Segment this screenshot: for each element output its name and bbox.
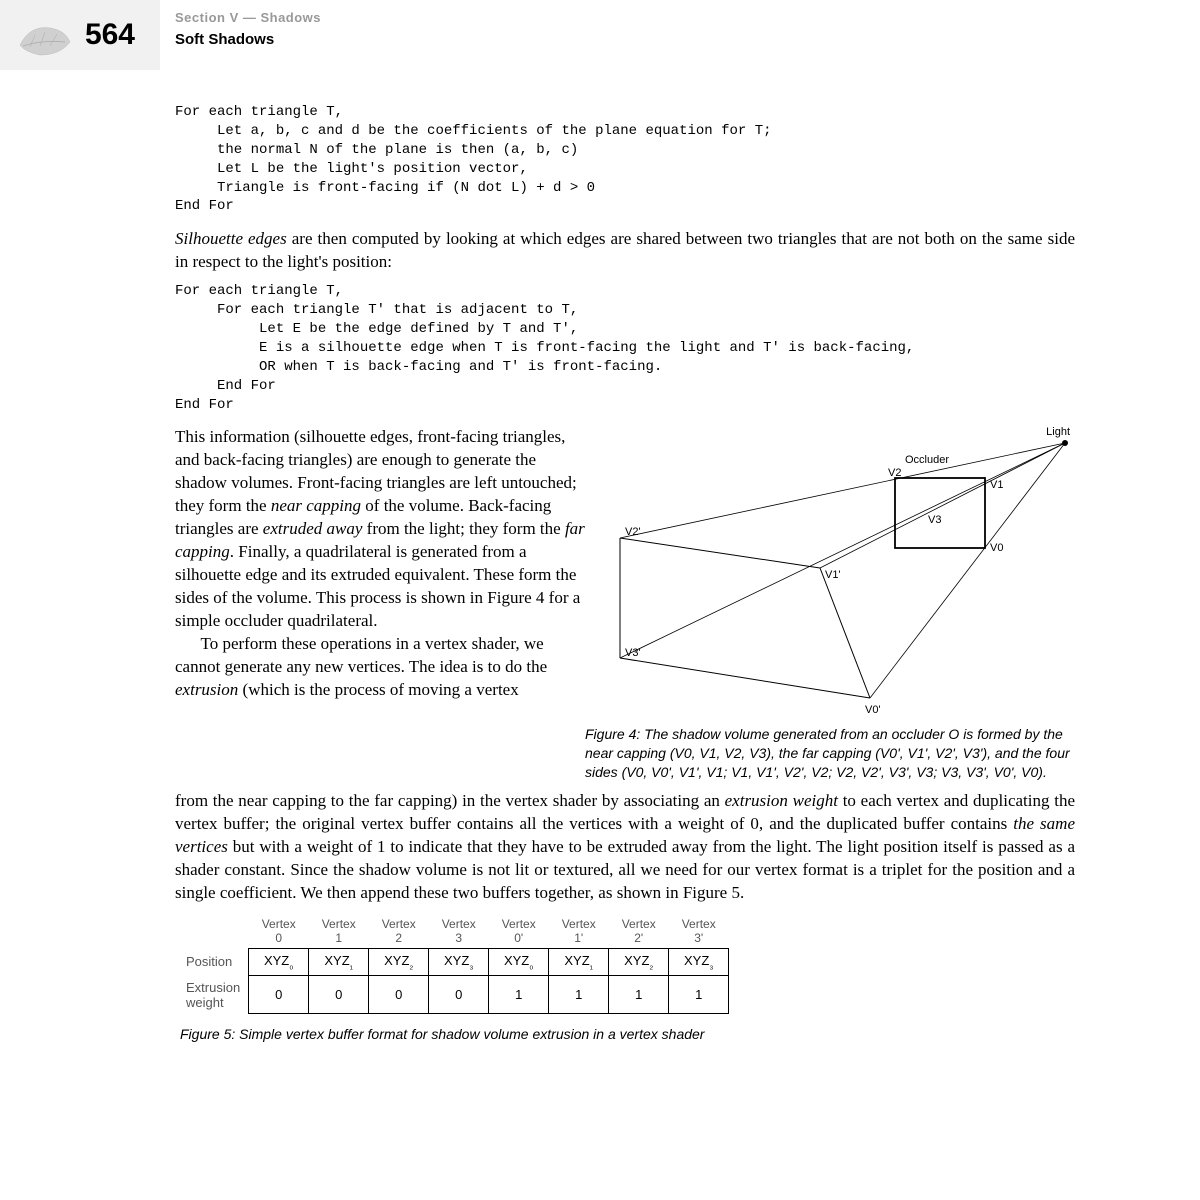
vertex-buffer-table: Vertex0Vertex1Vertex2Vertex3Vertex0'Vert… <box>180 915 729 1014</box>
svg-text:V1': V1' <box>825 569 841 581</box>
code-block-1: For each triangle T, Let a, b, c and d b… <box>175 103 1075 216</box>
svg-text:V3': V3' <box>625 647 641 659</box>
svg-text:V1: V1 <box>990 479 1003 491</box>
code-block-2: For each triangle T, For each triangle T… <box>175 282 1075 414</box>
section-label: Section V — Shadows <box>175 10 321 25</box>
shadow-volume-diagram: Occluder V2 V1 V3 V0 V2' V1' V3' V0' <box>595 438 1080 718</box>
figure-5-caption: Figure 5: Simple vertex buffer format fo… <box>180 1026 1075 1042</box>
header-text: Section V — Shadows Soft Shadows <box>175 10 321 48</box>
subsection-label: Soft Shadows <box>175 31 321 48</box>
page-number: 564 <box>85 18 135 52</box>
figure-4-container: Light Occluder V2 V1 V3 <box>175 426 1075 782</box>
svg-text:V0: V0 <box>990 542 1003 554</box>
svg-text:V0': V0' <box>865 704 881 716</box>
svg-text:V2': V2' <box>625 526 641 538</box>
page-content: For each triangle T, Let a, b, c and d b… <box>175 95 1075 1042</box>
figure-4-caption: Figure 4: The shadow volume generated fr… <box>585 723 1075 782</box>
leaf-icon <box>15 20 75 65</box>
light-label: Light <box>585 426 1075 438</box>
paragraph-3: from the near capping to the far capping… <box>175 790 1075 905</box>
svg-text:V2: V2 <box>888 467 901 479</box>
page-header: 564 Section V — Shadows Soft Shadows <box>0 0 1200 70</box>
occluder-label: Occluder <box>905 454 949 466</box>
table-container: Vertex0Vertex1Vertex2Vertex3Vertex0'Vert… <box>180 915 1075 1042</box>
svg-text:V3: V3 <box>928 514 941 526</box>
paragraph-1: Silhouette edges are then computed by lo… <box>175 228 1075 274</box>
